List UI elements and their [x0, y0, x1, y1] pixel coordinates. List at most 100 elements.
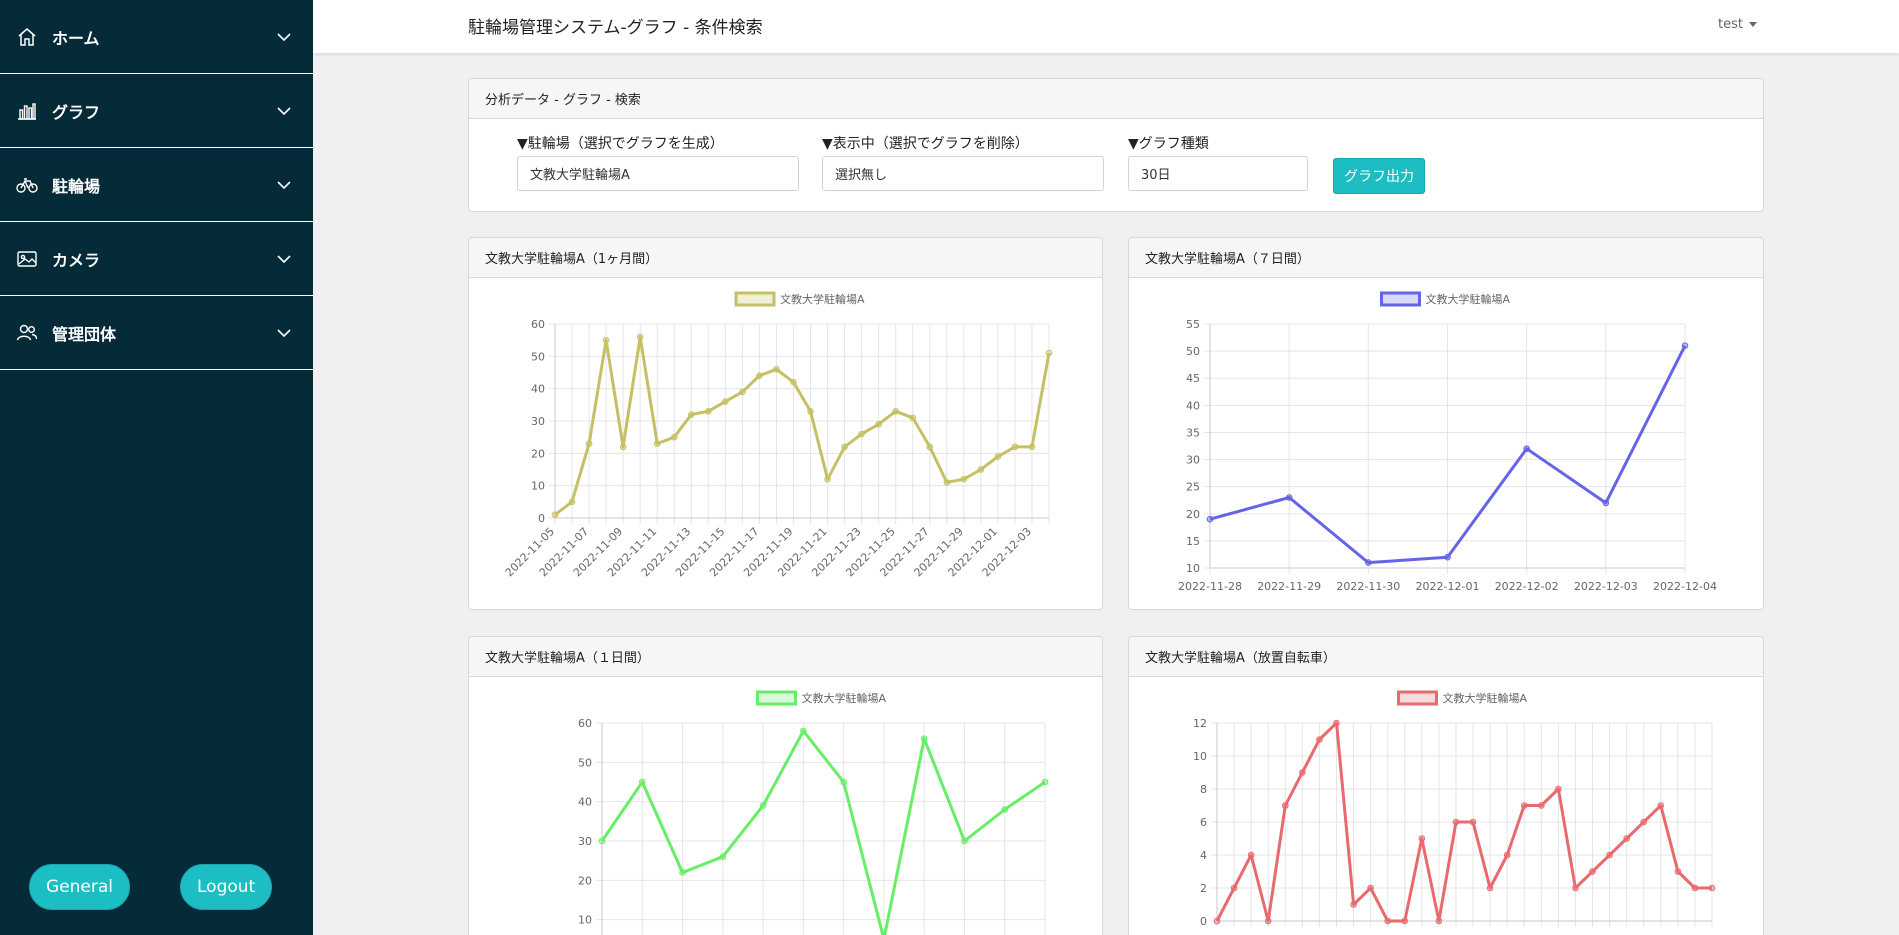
data-point[interactable] — [920, 735, 928, 743]
data-point[interactable] — [1247, 851, 1255, 859]
data-point[interactable] — [960, 475, 968, 483]
data-point[interactable] — [1384, 917, 1391, 925]
data-point[interactable] — [1418, 835, 1426, 842]
data-point[interactable] — [1681, 342, 1689, 349]
data-point[interactable] — [1401, 917, 1409, 925]
data-point[interactable] — [1640, 818, 1648, 826]
data-point[interactable] — [858, 430, 865, 438]
data-point[interactable] — [568, 498, 576, 506]
data-point[interactable] — [824, 475, 831, 483]
data-point[interactable] — [875, 420, 882, 428]
sidebar-item-graph[interactable]: グラフ — [0, 74, 313, 148]
data-point[interactable] — [1572, 884, 1579, 892]
series-line — [1209, 345, 1687, 565]
data-point[interactable] — [1281, 802, 1289, 809]
data-point[interactable] — [1452, 818, 1460, 826]
data-point[interactable] — [1602, 499, 1610, 507]
legend-swatch[interactable] — [1397, 690, 1438, 706]
data-point[interactable] — [994, 453, 1002, 460]
data-point[interactable] — [1538, 802, 1545, 809]
data-point[interactable] — [1708, 884, 1716, 892]
data-point[interactable] — [773, 365, 780, 373]
data-point[interactable] — [926, 443, 934, 451]
y-tick-label: 20 — [531, 447, 545, 460]
data-point[interactable] — [1350, 901, 1357, 908]
data-point[interactable] — [1011, 443, 1019, 451]
legend-swatch[interactable] — [756, 690, 797, 706]
data-point[interactable] — [1041, 778, 1049, 786]
y-tick-label: 4 — [1200, 849, 1207, 862]
type-label: ▼グラフ種類 — [1128, 136, 1209, 152]
data-point[interactable] — [892, 408, 899, 415]
data-point[interactable] — [585, 440, 593, 447]
data-point[interactable] — [1316, 736, 1323, 743]
sidebar-item-camera[interactable]: カメラ — [0, 222, 313, 296]
data-point[interactable] — [679, 869, 686, 876]
data-point[interactable] — [1623, 835, 1630, 842]
legend-swatch[interactable] — [1380, 291, 1421, 307]
data-point[interactable] — [1001, 806, 1009, 813]
data-point[interactable] — [840, 778, 847, 786]
user-menu[interactable]: test — [1718, 17, 1757, 32]
graph-output-button[interactable]: グラフ出力 — [1333, 158, 1425, 194]
sidebar-item-organization[interactable]: 管理団体 — [0, 296, 313, 370]
data-point[interactable] — [719, 853, 727, 861]
data-point[interactable] — [636, 333, 644, 341]
data-point[interactable] — [841, 443, 848, 451]
data-point[interactable] — [1444, 553, 1451, 561]
data-point[interactable] — [1206, 515, 1214, 523]
legend-swatch[interactable] — [734, 291, 776, 307]
data-point[interactable] — [1674, 868, 1682, 875]
data-point[interactable] — [759, 802, 767, 809]
chart-card-header: 文教大学駐輪場A（７日間） — [1129, 238, 1763, 278]
data-point[interactable] — [1299, 769, 1306, 776]
data-point[interactable] — [1365, 559, 1372, 566]
data-point[interactable] — [1486, 884, 1494, 892]
data-point[interactable] — [1230, 884, 1238, 892]
y-tick-label: 30 — [578, 835, 592, 848]
parking-select[interactable]: 文教大学駐輪場A — [517, 156, 799, 191]
data-point[interactable] — [670, 433, 678, 441]
data-point[interactable] — [807, 408, 814, 415]
data-point[interactable] — [756, 372, 763, 380]
data-point[interactable] — [909, 414, 917, 422]
data-point[interactable] — [705, 408, 712, 415]
data-point[interactable] — [638, 778, 646, 786]
data-point[interactable] — [653, 440, 661, 447]
sidebar-item-parking[interactable]: 駐輪場 — [0, 148, 313, 222]
data-point[interactable] — [1045, 349, 1053, 357]
data-point[interactable] — [1657, 802, 1665, 809]
data-point[interactable] — [1520, 802, 1528, 809]
type-select[interactable]: 30日 — [1128, 156, 1308, 191]
data-point[interactable] — [1213, 917, 1221, 925]
data-point[interactable] — [1691, 884, 1699, 892]
data-point[interactable] — [1523, 445, 1530, 453]
data-point[interactable] — [800, 727, 807, 735]
data-point[interactable] — [1469, 818, 1477, 826]
data-point[interactable] — [739, 388, 746, 396]
data-point[interactable] — [602, 336, 610, 344]
data-point[interactable] — [1264, 917, 1272, 925]
data-point[interactable] — [961, 837, 968, 845]
data-point[interactable] — [1555, 785, 1562, 793]
data-point[interactable] — [551, 511, 559, 519]
data-point[interactable] — [1333, 719, 1340, 727]
data-point[interactable] — [1367, 884, 1374, 892]
data-point[interactable] — [1285, 494, 1293, 501]
logout-button[interactable]: Logout — [180, 864, 273, 910]
data-point[interactable] — [1589, 868, 1596, 875]
data-point[interactable] — [1606, 851, 1613, 859]
data-point[interactable] — [1028, 443, 1036, 451]
data-point[interactable] — [1503, 851, 1511, 859]
data-point[interactable] — [722, 398, 729, 405]
data-point[interactable] — [943, 479, 951, 486]
data-point[interactable] — [619, 443, 627, 451]
sidebar-item-home[interactable]: ホーム — [0, 0, 313, 74]
data-point[interactable] — [687, 411, 695, 418]
data-point[interactable] — [790, 378, 797, 386]
showing-select[interactable]: 選択無し — [822, 156, 1104, 191]
data-point[interactable] — [977, 466, 985, 473]
data-point[interactable] — [598, 837, 606, 845]
data-point[interactable] — [1435, 917, 1443, 925]
general-button[interactable]: General — [29, 864, 130, 910]
